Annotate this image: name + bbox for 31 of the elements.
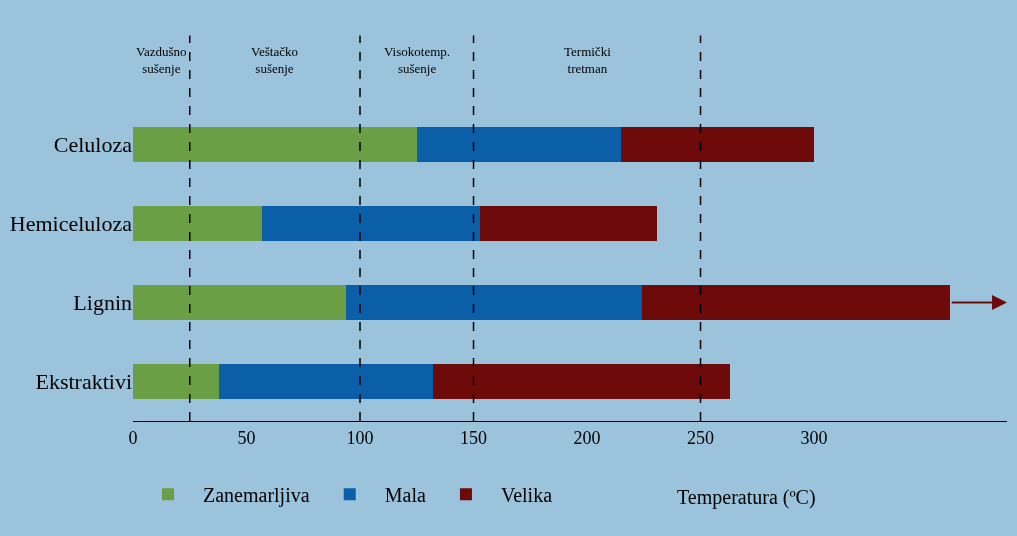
x-tick-label: 250 (687, 427, 715, 448)
bar (480, 205, 658, 242)
bar (641, 284, 951, 321)
legend-label: Mala (384, 484, 426, 507)
x-tick-label: 200 (573, 427, 601, 448)
bar (219, 363, 433, 400)
bar (133, 205, 263, 242)
annotation: Veštačko sušenje (251, 44, 298, 76)
x-tick-label: 0 (128, 427, 138, 448)
x-tick-label: 300 (800, 427, 828, 448)
x-tick-label: 100 (346, 427, 374, 448)
y-tick-label: Ekstraktivi (35, 369, 132, 395)
x-tick-label: 50 (237, 427, 256, 448)
bar (416, 126, 622, 163)
bar (133, 126, 417, 163)
legend-label: Velika (500, 484, 553, 507)
annotation: Visokotemp. sušenje (384, 44, 451, 76)
annotation: Termički tretman (564, 44, 612, 76)
bar (346, 284, 642, 321)
legend-label: Zanemarljiva (203, 484, 310, 508)
x-axis-title: Temperatura (ºC) (677, 486, 816, 509)
y-tick-label: Celuloza (53, 132, 133, 158)
bar (133, 363, 220, 400)
annotation: Vazdušno sušenje (136, 44, 187, 76)
bar (621, 126, 815, 163)
y-tick-label: Hemiceluloza (9, 211, 133, 237)
bar (133, 284, 347, 321)
x-tick-label: 150 (460, 427, 488, 448)
bar (432, 363, 731, 400)
y-tick-label: Lignin (73, 290, 132, 316)
bar (262, 205, 481, 242)
